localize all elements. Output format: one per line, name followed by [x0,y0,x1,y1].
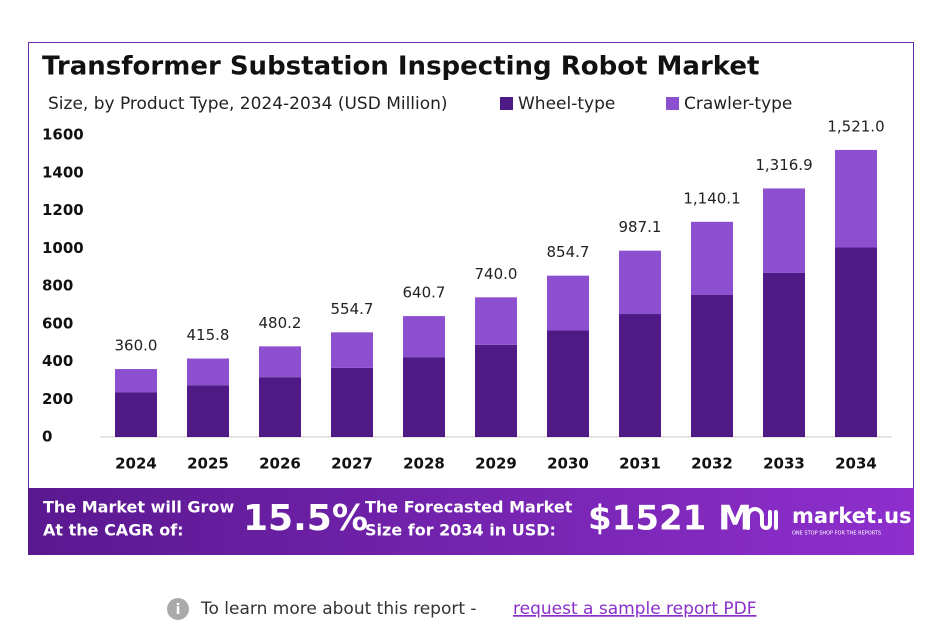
legend-label: Wheel-type [518,94,615,114]
bar-segment [259,377,301,437]
x-tick-label: 2029 [475,455,517,473]
bar-segment [691,294,733,437]
bar-segment [835,247,877,437]
bar-segment [763,188,805,273]
x-tick-label: 2025 [187,455,229,473]
legend-swatch [666,97,679,110]
bar-segment [187,385,229,437]
banner-text: Size for 2034 in USD: [365,521,556,540]
x-tick-label: 2034 [835,455,877,473]
bar-segment [331,367,373,437]
forecast-value: $1521 M [588,499,752,539]
banner-text: The Market will Grow [43,498,234,517]
total-label: 1,140.1 [683,189,740,207]
x-tick-label: 2024 [115,455,157,473]
banner [28,488,914,555]
total-label: 740.0 [475,265,518,283]
bar-segment [763,272,805,437]
bar-segment [259,346,301,378]
bar-segment [331,332,373,368]
bar-segment [115,392,157,437]
y-tick-label: 1200 [42,201,84,219]
bar-segment [691,221,733,295]
bar-segment [619,314,661,437]
total-label: 554.7 [331,300,374,318]
total-label: 480.2 [259,314,302,332]
x-tick-label: 2027 [331,455,373,473]
bar-segment [835,149,877,248]
logo-icon [746,507,778,530]
x-tick-label: 2031 [619,455,661,473]
total-label: 640.7 [403,284,446,302]
banner-text: At the CAGR of: [43,521,184,540]
y-tick-label: 1000 [42,239,84,257]
x-tick-label: 2026 [259,455,301,473]
bar-segment [475,297,517,345]
footer-text: To learn more about this report - [200,599,477,619]
info-icon-glyph: i [176,602,181,618]
brand: market.us [792,504,912,528]
bar-segment [403,316,445,358]
y-tick-label: 800 [42,277,73,295]
y-tick-label: 600 [42,314,73,332]
bar-segment [475,344,517,437]
bar-segment [187,358,229,386]
total-label: 1,316.9 [755,156,812,174]
bar-segment [403,357,445,437]
total-label: 360.0 [115,337,158,355]
bar-segment [619,250,661,315]
info-icon [167,598,189,620]
total-label: 1,521.0 [827,117,884,135]
y-tick-label: 1400 [42,163,84,181]
chart-subtitle: Size, by Product Type, 2024-2034 (USD Mi… [48,94,448,114]
banner-text: The Forecasted Market [365,498,573,517]
bar-segment [547,330,589,437]
report-link[interactable]: request a sample report PDF [513,599,757,619]
x-tick-label: 2030 [547,455,589,473]
total-label: 415.8 [187,326,230,344]
legend-swatch [500,97,513,110]
x-tick-label: 2033 [763,455,805,473]
total-label: 854.7 [547,243,590,261]
chart-title: Transformer Substation Inspecting Robot … [42,52,759,82]
x-tick-label: 2028 [403,455,445,473]
x-tick-label: 2032 [691,455,733,473]
total-label: 987.1 [619,218,662,236]
y-tick-label: 400 [42,352,73,370]
legend-label: Crawler-type [684,94,792,114]
bar-segment [547,275,589,331]
y-tick-label: 1600 [42,126,84,144]
tagline: ONE STOP SHOP FOR THE REPORTS [792,531,881,537]
cagr-value: 15.5% [243,498,368,539]
y-tick-label: 200 [42,390,73,408]
bar-segment [115,369,157,393]
y-tick-label: 0 [42,428,52,446]
